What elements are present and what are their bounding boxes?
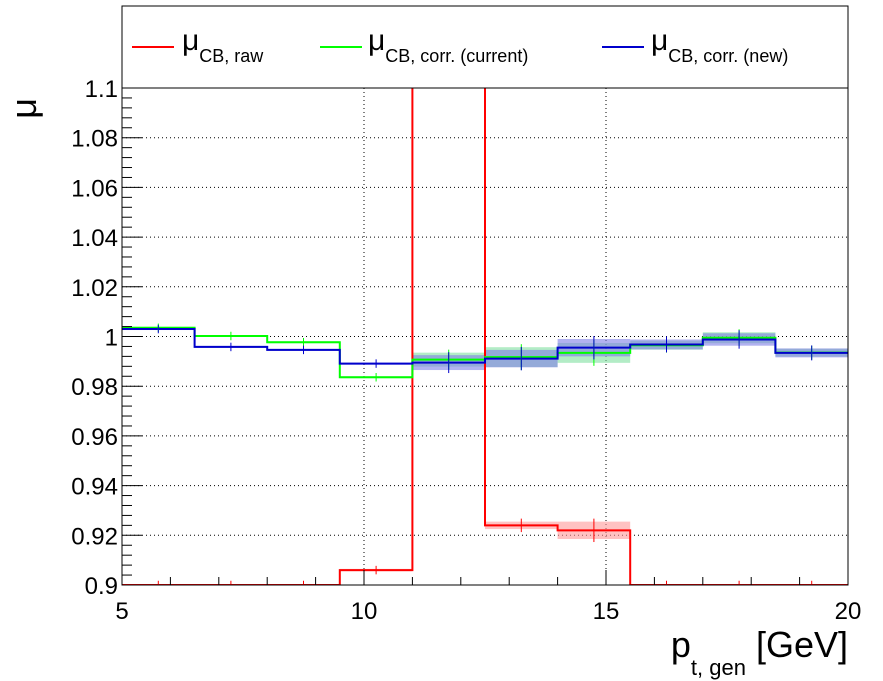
legend-label: μCB, corr. (new): [651, 24, 788, 66]
legend-label: μCB, raw: [182, 24, 264, 66]
x-tick-label: 10: [351, 598, 378, 625]
x-tick-labels: 5 10 15 20: [115, 598, 861, 625]
error-bars: [157, 323, 813, 585]
x-axis-title: pt, gen [GeV]: [671, 624, 848, 680]
y-tick-label: 0.98: [71, 374, 118, 401]
y-tick-label: 0.96: [71, 424, 118, 451]
y-tick-labels: 0.9 0.92 0.94 0.96 0.98 1 1.02 1.04 1.06 1.08 1.1: [71, 76, 118, 600]
legend-label-sub: CB, raw: [199, 46, 264, 66]
legend-label-main: μ: [651, 24, 668, 57]
y-tick-label: 1.02: [71, 275, 118, 302]
legend-label-sub: CB, corr. (new): [668, 46, 788, 66]
y-tick-label: 1.06: [71, 175, 118, 202]
y-tick-label: 1: [105, 325, 118, 352]
axis-ticks: [121, 87, 849, 586]
x-axis-title-sub: t, gen: [691, 655, 746, 680]
series-step-line: [122, 328, 848, 365]
y-tick-label: 1.1: [85, 76, 118, 103]
y-axis-title: μ: [3, 98, 44, 119]
legend: μCB, raw μCB, corr. (current) μCB, corr. (…: [132, 24, 788, 66]
legend-box: [121, 5, 849, 89]
x-axis-title-main: p: [671, 624, 691, 665]
legend-label: μCB, corr. (current): [368, 24, 528, 66]
legend-label-main: μ: [182, 24, 199, 57]
legend-label-main: μ: [368, 24, 385, 57]
y-tick-label: 1.04: [71, 225, 118, 252]
y-tick-label: 1.08: [71, 126, 118, 153]
legend-label-sub: CB, corr. (current): [385, 46, 528, 66]
x-tick-label: 5: [115, 598, 128, 625]
x-tick-label: 15: [593, 598, 620, 625]
y-tick-label: 0.92: [71, 523, 118, 550]
series-lines: [122, 88, 848, 585]
x-axis-title-unit: [GeV]: [746, 624, 848, 665]
x-tick-label: 20: [835, 598, 862, 625]
y-tick-label: 0.9: [85, 573, 118, 600]
y-tick-label: 0.94: [71, 474, 118, 501]
